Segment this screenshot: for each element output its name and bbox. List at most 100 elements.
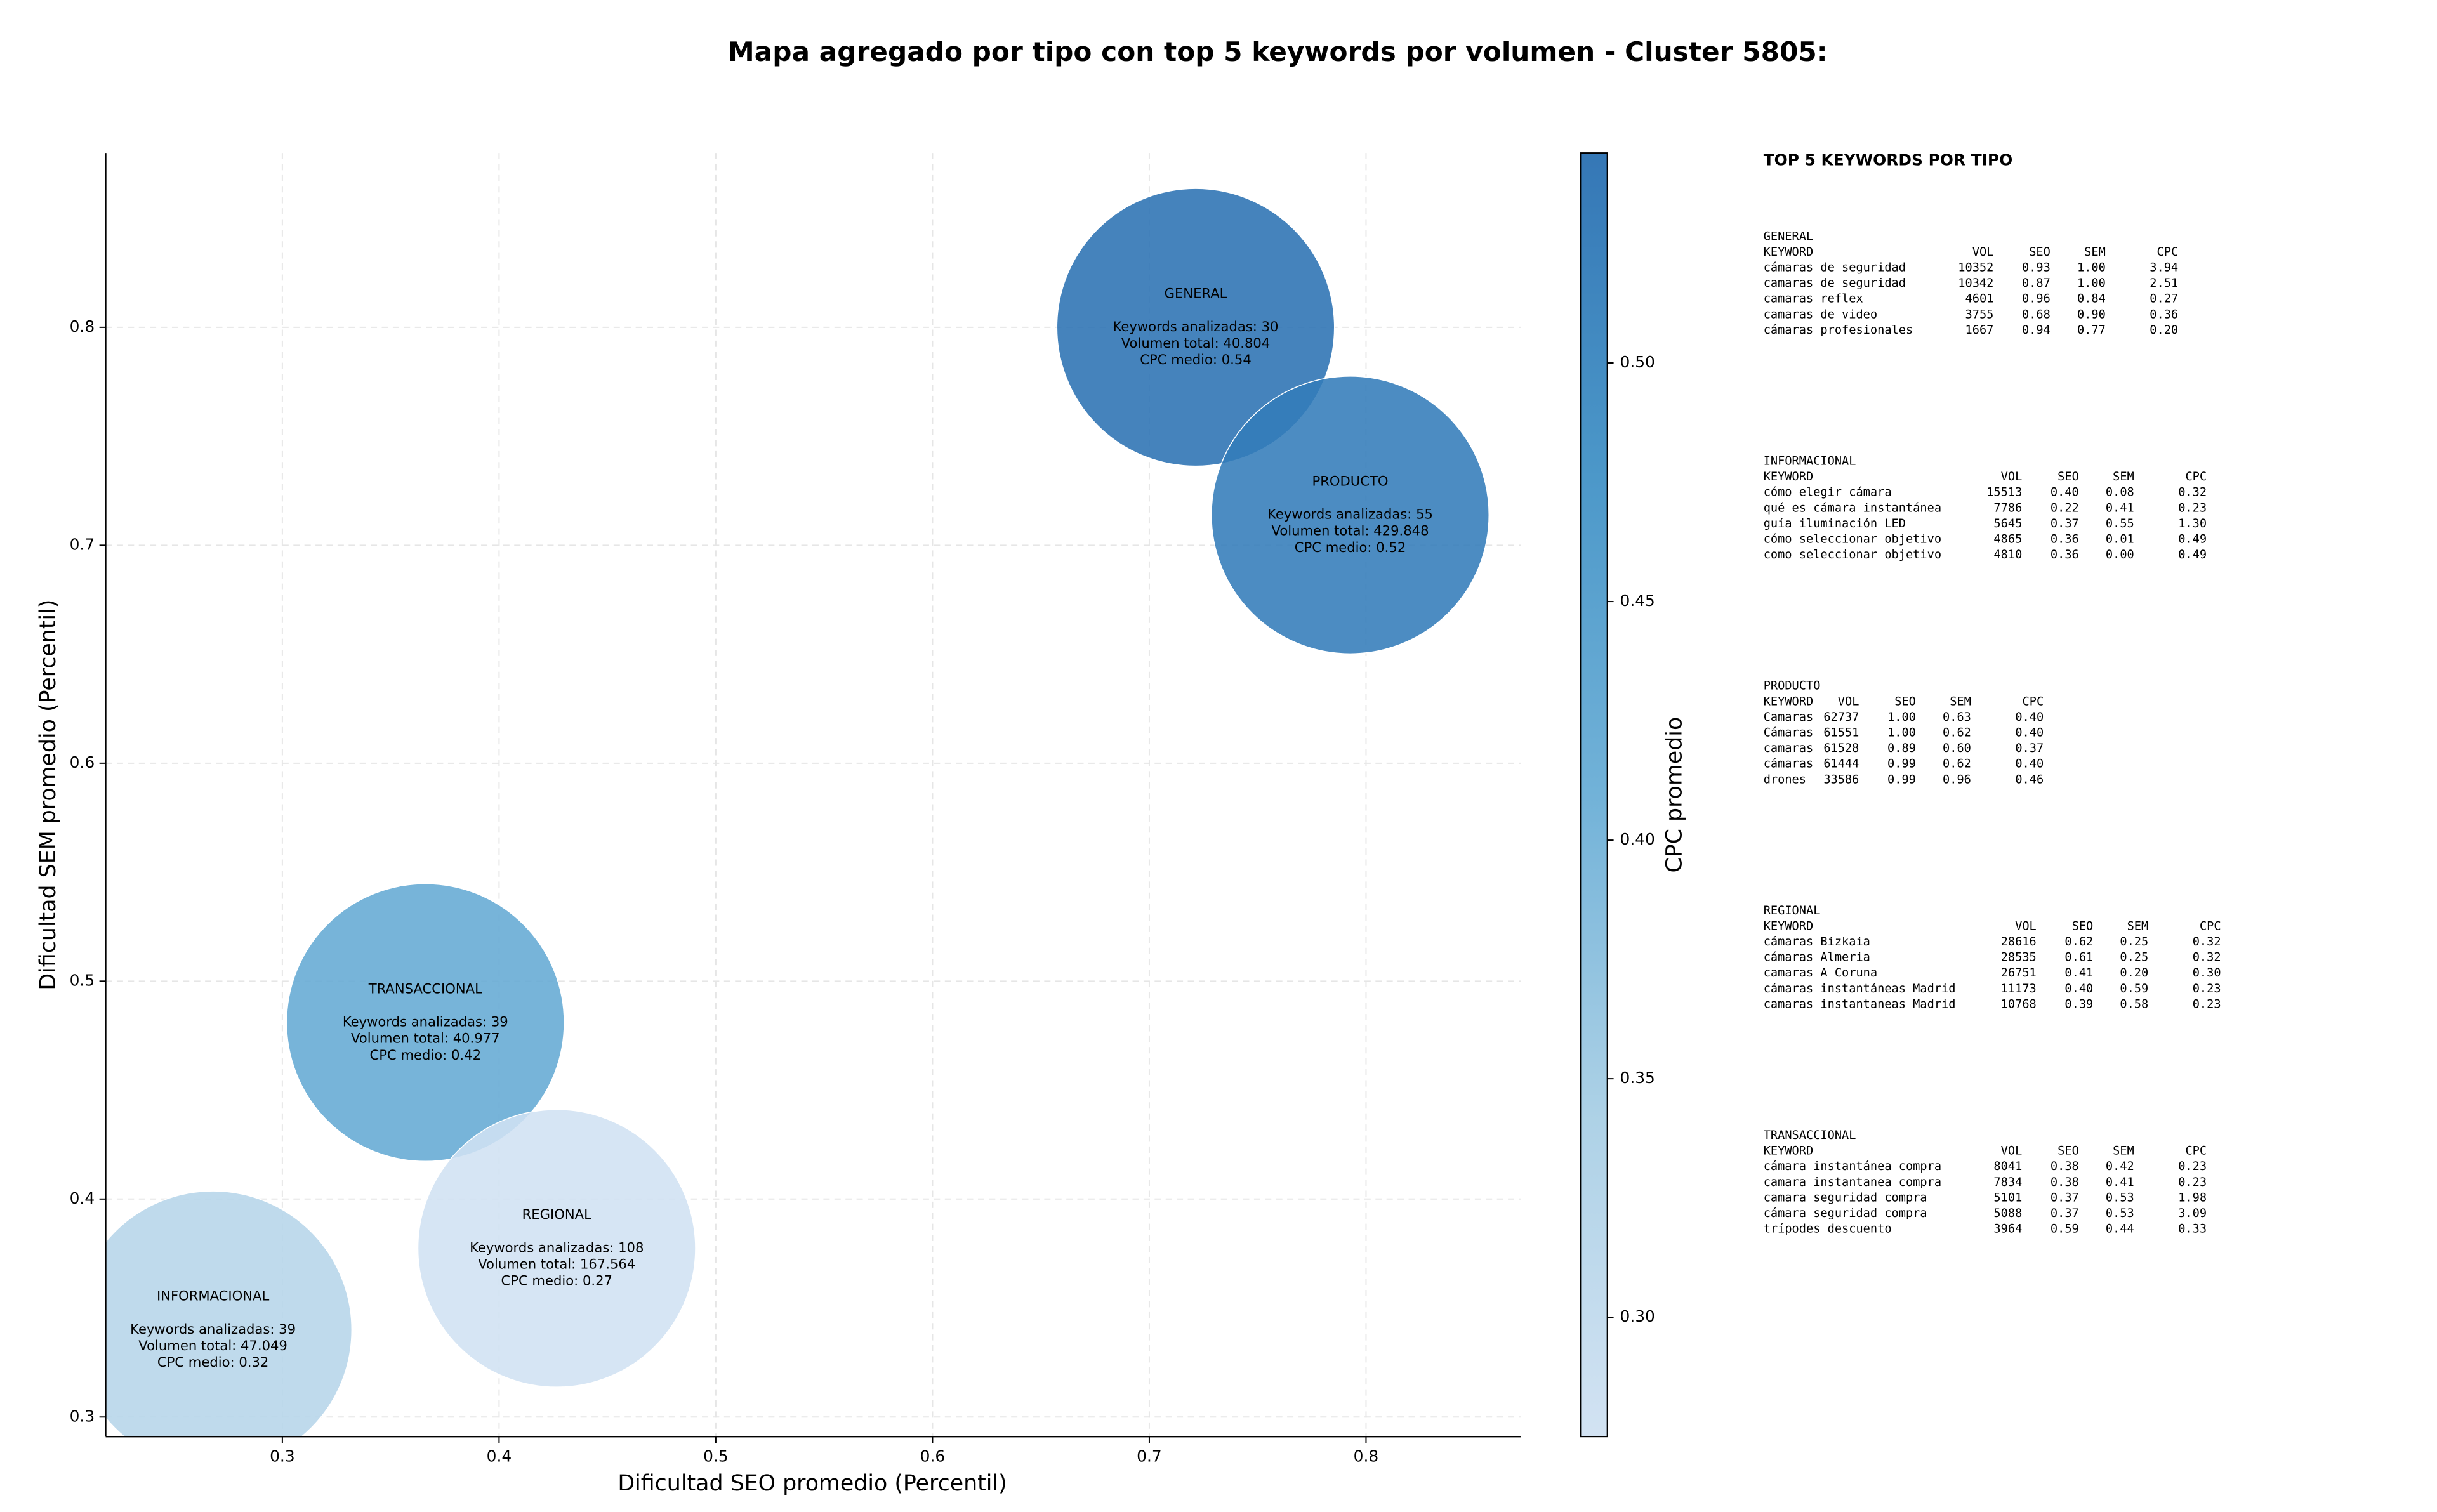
column-header: SEO (2072, 919, 2094, 933)
table-cell: cámaras instantáneas Madrid (1764, 982, 1956, 996)
bubble-annotation: Volumen total: 40.804 (1121, 335, 1271, 351)
column-header: VOL (2001, 1145, 2023, 1158)
x-tick-label: 0.4 (487, 1447, 512, 1466)
table-cell: 0.23 (2193, 997, 2221, 1011)
table-cell: 5101 (1993, 1191, 2022, 1204)
table-cell: 0.77 (2077, 324, 2106, 337)
colorbar-tick-label: 0.35 (1620, 1068, 1655, 1087)
table-cell: 3964 (1993, 1223, 2022, 1236)
table-cell: cómo elegir cámara (1764, 486, 1892, 499)
table-cell: 0.59 (2051, 1223, 2079, 1236)
colorbar-tick-label: 0.50 (1620, 353, 1655, 371)
table-cell: camara seguridad compra (1764, 1191, 1927, 1204)
table-cell: 7786 (1993, 501, 2022, 515)
column-header: KEYWORD (1764, 1145, 1814, 1158)
column-header: VOL (1838, 695, 1859, 708)
column-header: SEO (2029, 246, 2051, 259)
table-cell: 62737 (1823, 711, 1859, 724)
column-header: VOL (2015, 919, 2037, 933)
bubble-annotation: Keywords analizadas: 39 (130, 1321, 296, 1337)
table-cell: 1.00 (1887, 726, 1916, 739)
table-cell: 0.36 (2051, 533, 2079, 546)
table-cell: 0.60 (1943, 742, 1971, 755)
table-cell: 0.20 (2120, 966, 2148, 980)
table-cell: 33586 (1823, 773, 1859, 786)
table-cell: 0.32 (2193, 951, 2221, 964)
table-cell: 0.40 (2015, 711, 2044, 724)
section-name: GENERAL (1764, 230, 1814, 243)
table-cell: 0.40 (2051, 486, 2079, 499)
table-cell: cámara instantánea compra (1764, 1160, 1941, 1173)
table-cell: 0.49 (2178, 533, 2207, 546)
table-cell: 11173 (2001, 982, 2037, 996)
table-cell: 0.36 (2051, 548, 2079, 562)
table-cell: 0.23 (2193, 982, 2221, 996)
colorbar (1580, 152, 1608, 1438)
table-cell: cámaras Almeria (1764, 951, 1870, 964)
bubble-annotation: Volumen total: 40.977 (351, 1030, 500, 1046)
table-cell: qué es cámara instantánea (1764, 501, 1941, 515)
table-cell: 0.55 (2106, 517, 2134, 530)
table-cell: camaras instantaneas Madrid (1764, 997, 1956, 1011)
column-header: CPC (2200, 919, 2221, 933)
table-cell: camaras de video (1764, 308, 1877, 321)
column-header: SEM (2127, 919, 2149, 933)
table-cell: 0.01 (2106, 533, 2134, 546)
table-cell: 0.32 (2193, 935, 2221, 949)
table-cell: 1.30 (2178, 517, 2207, 530)
table-cell: 28616 (2001, 935, 2037, 949)
table-cell: 0.37 (2051, 517, 2079, 530)
column-header: SEO (2057, 1145, 2079, 1158)
table-cell: 0.22 (2051, 501, 2079, 515)
chart-title: Mapa agregado por tipo con top 5 keyword… (728, 36, 1828, 67)
table-cell: 0.38 (2051, 1160, 2079, 1173)
table-cell: 10768 (2001, 997, 2037, 1011)
bubble-label: TRANSACCIONAL (368, 980, 482, 996)
column-header: CPC (2185, 470, 2207, 483)
table-cell: 0.36 (2150, 308, 2178, 321)
table-cell: 0.41 (2064, 966, 2093, 980)
y-tick-label: 0.7 (70, 535, 95, 553)
bubble (286, 883, 565, 1162)
table-cell: cómo seleccionar objetivo (1764, 533, 1941, 546)
table-cell: 1.00 (2077, 277, 2106, 290)
column-header: VOL (2001, 470, 2023, 483)
table-cell: 2.51 (2150, 277, 2178, 290)
table-cell: camaras A Coruna (1764, 966, 1877, 980)
table-cell: 0.53 (2106, 1191, 2134, 1204)
table-cell: 0.00 (2106, 548, 2134, 562)
table-cell: cámaras (1764, 758, 1814, 771)
table-cell: camaras (1764, 742, 1814, 755)
table-cell: trípodes descuento (1764, 1223, 1892, 1236)
table-cell: 0.62 (1943, 758, 1971, 771)
table-cell: 15513 (1986, 486, 2022, 499)
bubble-annotation: Volumen total: 429.848 (1272, 523, 1429, 539)
y-tick-label: 0.6 (70, 753, 95, 772)
bubble (1056, 188, 1335, 467)
section-name: REGIONAL (1764, 904, 1821, 917)
table-cell: 0.25 (2120, 935, 2148, 949)
bubble-annotation: Keywords analizadas: 39 (343, 1014, 508, 1030)
bubble (1211, 376, 1489, 655)
x-tick-label: 0.3 (270, 1447, 295, 1466)
bubble-annotation: Keywords analizadas: 30 (1113, 319, 1279, 334)
table-cell: 0.93 (2022, 261, 2051, 275)
bubble-annotation: CPC medio: 0.52 (1295, 539, 1406, 555)
bubble-annotation: Volumen total: 167.564 (478, 1256, 635, 1272)
table-cell: 3.94 (2150, 261, 2178, 275)
table-cell: cámaras Bizkaia (1764, 935, 1870, 949)
table-cell: 0.62 (1943, 726, 1971, 739)
table-cell: 0.41 (2106, 501, 2134, 515)
column-header: SEO (1894, 695, 1916, 708)
colorbar-tick-label: 0.40 (1620, 830, 1655, 848)
table-cell: 0.41 (2106, 1176, 2134, 1189)
table-cell: cámaras profesionales (1764, 324, 1913, 337)
bubble-annotation: Keywords analizadas: 55 (1267, 506, 1433, 522)
table-cell: camara instantanea compra (1764, 1176, 1941, 1189)
table-cell: 0.63 (1943, 711, 1971, 724)
bubble-annotation: Keywords analizadas: 108 (470, 1239, 644, 1255)
y-tick-label: 0.3 (70, 1407, 95, 1425)
table-cell: 0.62 (2064, 935, 2093, 949)
